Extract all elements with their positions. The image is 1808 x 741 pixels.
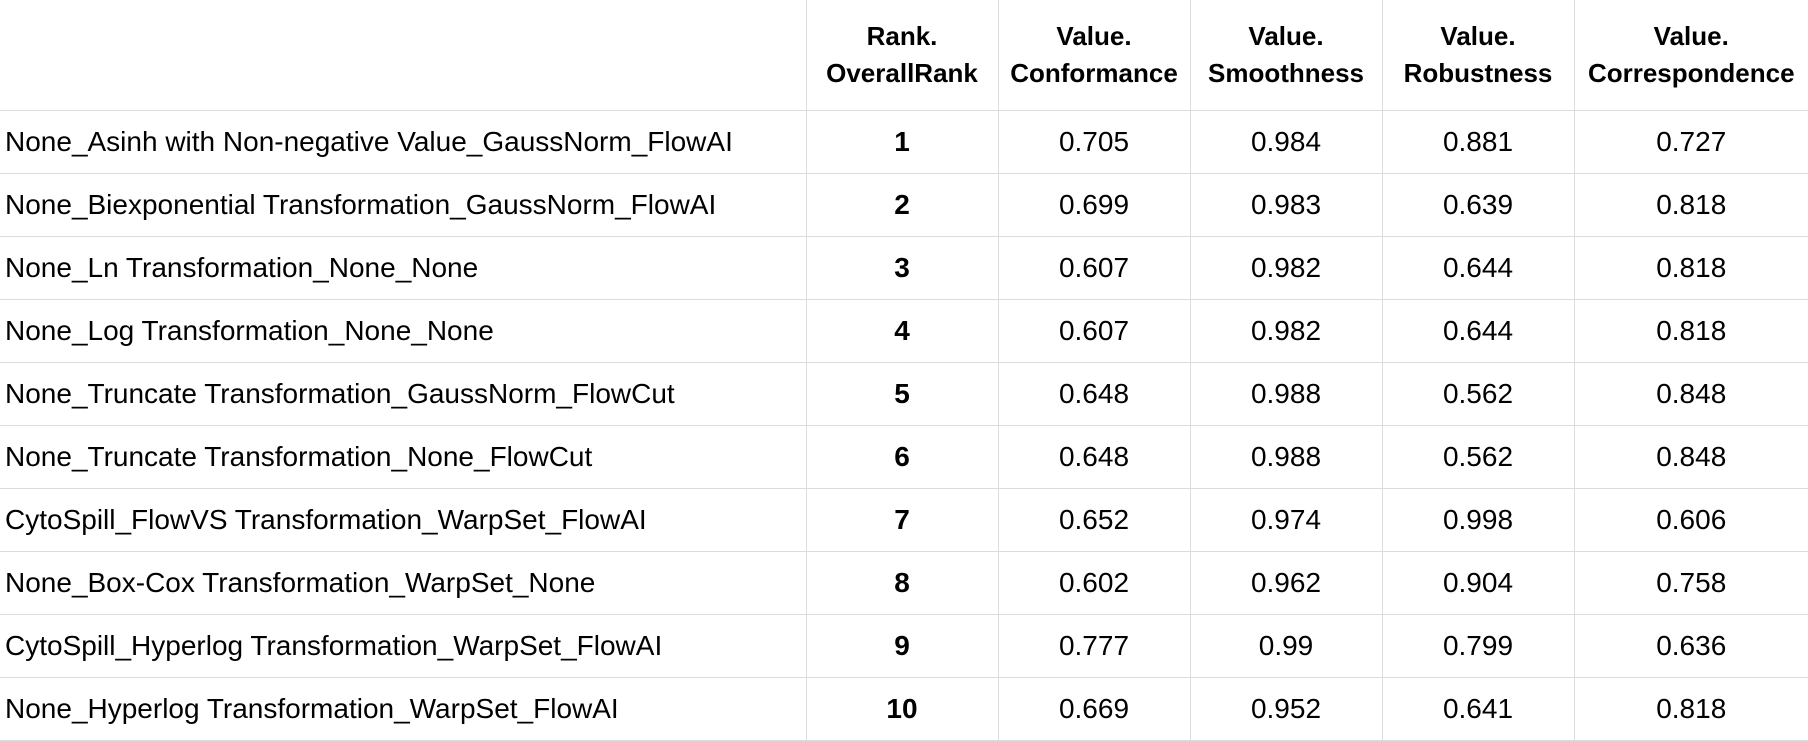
table-row: None_Truncate Transformation_GaussNorm_F… [0, 363, 1808, 426]
cell-conformance: 0.607 [998, 237, 1190, 300]
cell-conformance: 0.705 [998, 111, 1190, 174]
cell-overall-rank: 4 [806, 300, 998, 363]
cell-smoothness: 0.99 [1190, 615, 1382, 678]
cell-robustness: 0.904 [1382, 552, 1574, 615]
header-overall-rank: Rank. OverallRank [806, 0, 998, 111]
header-smoothness-line1: Value. [1191, 18, 1382, 55]
table-row: CytoSpill_FlowVS Transformation_WarpSet_… [0, 489, 1808, 552]
cell-smoothness: 0.982 [1190, 237, 1382, 300]
header-name [0, 0, 806, 111]
header-overall-rank-line2: OverallRank [807, 55, 998, 92]
cell-overall-rank: 7 [806, 489, 998, 552]
cell-robustness: 0.562 [1382, 426, 1574, 489]
cell-method-name: None_Asinh with Non-negative Value_Gauss… [0, 111, 806, 174]
cell-correspondence: 0.848 [1574, 426, 1808, 489]
cell-method-name: None_Truncate Transformation_None_FlowCu… [0, 426, 806, 489]
table-row: None_Truncate Transformation_None_FlowCu… [0, 426, 1808, 489]
table-row: None_Asinh with Non-negative Value_Gauss… [0, 111, 1808, 174]
cell-conformance: 0.607 [998, 300, 1190, 363]
cell-smoothness: 0.988 [1190, 426, 1382, 489]
header-robustness-line2: Robustness [1383, 55, 1574, 92]
header-robustness: Value. Robustness [1382, 0, 1574, 111]
cell-robustness: 0.998 [1382, 489, 1574, 552]
cell-robustness: 0.881 [1382, 111, 1574, 174]
cell-method-name: None_Hyperlog Transformation_WarpSet_Flo… [0, 678, 806, 741]
cell-method-name: None_Ln Transformation_None_None [0, 237, 806, 300]
cell-overall-rank: 9 [806, 615, 998, 678]
table-row: None_Biexponential Transformation_GaussN… [0, 174, 1808, 237]
table-body: None_Asinh with Non-negative Value_Gauss… [0, 111, 1808, 741]
cell-conformance: 0.652 [998, 489, 1190, 552]
cell-overall-rank: 3 [806, 237, 998, 300]
cell-conformance: 0.777 [998, 615, 1190, 678]
cell-overall-rank: 1 [806, 111, 998, 174]
cell-correspondence: 0.758 [1574, 552, 1808, 615]
cell-correspondence: 0.818 [1574, 237, 1808, 300]
cell-method-name: None_Box-Cox Transformation_WarpSet_None [0, 552, 806, 615]
cell-smoothness: 0.983 [1190, 174, 1382, 237]
header-conformance: Value. Conformance [998, 0, 1190, 111]
cell-overall-rank: 6 [806, 426, 998, 489]
table-row: None_Box-Cox Transformation_WarpSet_None… [0, 552, 1808, 615]
cell-method-name: CytoSpill_Hyperlog Transformation_WarpSe… [0, 615, 806, 678]
table-row: None_Hyperlog Transformation_WarpSet_Flo… [0, 678, 1808, 741]
cell-correspondence: 0.606 [1574, 489, 1808, 552]
cell-robustness: 0.641 [1382, 678, 1574, 741]
cell-smoothness: 0.952 [1190, 678, 1382, 741]
table-row: CytoSpill_Hyperlog Transformation_WarpSe… [0, 615, 1808, 678]
cell-smoothness: 0.984 [1190, 111, 1382, 174]
header-smoothness: Value. Smoothness [1190, 0, 1382, 111]
header-correspondence-line2: Correspondence [1575, 55, 1808, 92]
cell-smoothness: 0.982 [1190, 300, 1382, 363]
cell-robustness: 0.639 [1382, 174, 1574, 237]
cell-conformance: 0.669 [998, 678, 1190, 741]
cell-correspondence: 0.818 [1574, 300, 1808, 363]
table-header: Rank. OverallRank Value. Conformance Val… [0, 0, 1808, 111]
cell-conformance: 0.648 [998, 426, 1190, 489]
cell-method-name: None_Biexponential Transformation_GaussN… [0, 174, 806, 237]
header-overall-rank-line1: Rank. [807, 18, 998, 55]
cell-overall-rank: 10 [806, 678, 998, 741]
table-row: None_Ln Transformation_None_None 3 0.607… [0, 237, 1808, 300]
cell-conformance: 0.602 [998, 552, 1190, 615]
cell-correspondence: 0.636 [1574, 615, 1808, 678]
cell-correspondence: 0.727 [1574, 111, 1808, 174]
cell-smoothness: 0.962 [1190, 552, 1382, 615]
cell-robustness: 0.644 [1382, 300, 1574, 363]
cell-conformance: 0.699 [998, 174, 1190, 237]
cell-robustness: 0.562 [1382, 363, 1574, 426]
cell-overall-rank: 5 [806, 363, 998, 426]
header-correspondence-line1: Value. [1575, 18, 1808, 55]
header-robustness-line1: Value. [1383, 18, 1574, 55]
cell-method-name: CytoSpill_FlowVS Transformation_WarpSet_… [0, 489, 806, 552]
cell-smoothness: 0.974 [1190, 489, 1382, 552]
header-conformance-line1: Value. [999, 18, 1190, 55]
cell-robustness: 0.644 [1382, 237, 1574, 300]
cell-robustness: 0.799 [1382, 615, 1574, 678]
header-correspondence: Value. Correspondence [1574, 0, 1808, 111]
header-row: Rank. OverallRank Value. Conformance Val… [0, 0, 1808, 111]
cell-method-name: None_Log Transformation_None_None [0, 300, 806, 363]
cell-overall-rank: 2 [806, 174, 998, 237]
cell-correspondence: 0.818 [1574, 174, 1808, 237]
cell-conformance: 0.648 [998, 363, 1190, 426]
cell-correspondence: 0.818 [1574, 678, 1808, 741]
cell-method-name: None_Truncate Transformation_GaussNorm_F… [0, 363, 806, 426]
table-row: None_Log Transformation_None_None 4 0.60… [0, 300, 1808, 363]
header-smoothness-line2: Smoothness [1191, 55, 1382, 92]
cell-correspondence: 0.848 [1574, 363, 1808, 426]
header-conformance-line2: Conformance [999, 55, 1190, 92]
cell-smoothness: 0.988 [1190, 363, 1382, 426]
cell-overall-rank: 8 [806, 552, 998, 615]
